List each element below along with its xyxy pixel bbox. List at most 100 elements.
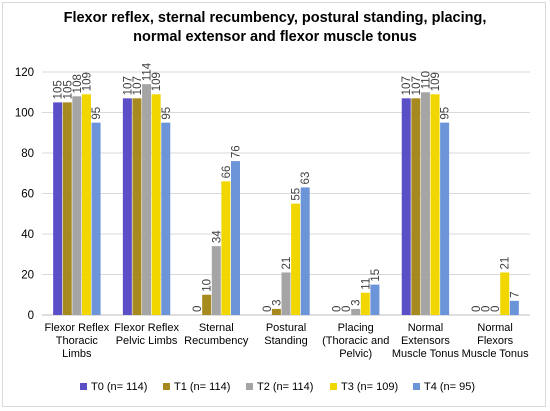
legend-label: T1 (n= 114) [174, 381, 230, 393]
data-label: 0 [332, 306, 344, 312]
y-tick-label: 0 [28, 310, 34, 322]
data-label: 107 [401, 76, 413, 95]
bar-t2-cat-3 [211, 246, 221, 315]
bars [53, 84, 519, 316]
y-axis-ticks: 0 20 40 60 80 100 120 [15, 67, 34, 322]
x-category-label: Normal [408, 322, 443, 334]
bar-t2-cat-2 [142, 84, 152, 316]
data-label: 114 [142, 62, 154, 81]
bar-t3-cat-4 [291, 203, 301, 315]
x-category-label: Standing [264, 335, 307, 347]
bar-t4-cat-7 [509, 300, 519, 315]
bar-t1-cat-2 [132, 98, 142, 315]
chart-frame [2, 2, 546, 407]
bar-t3-cat-6 [430, 94, 440, 316]
bar-t3-cat-7 [500, 272, 510, 315]
legend: T0 (n= 114) T1 (n= 114) T2 (n= 114) T3 (n= … [80, 381, 475, 393]
data-label: 108 [72, 74, 84, 93]
data-label: 15 [370, 269, 382, 282]
bar-t2-cat-5 [351, 308, 361, 315]
bar-t4-cat-6 [440, 122, 450, 315]
bar-t3-cat-2 [151, 94, 161, 316]
y-tick-label: 20 [21, 270, 34, 282]
chart-title: Flexor reflex, sternal recumbency, postu… [64, 10, 487, 45]
bar-t0-cat-2 [122, 98, 132, 315]
bar-t2-cat-1 [72, 96, 82, 315]
y-tick-label: 40 [21, 229, 34, 241]
data-label: 10 [202, 279, 214, 292]
data-label: 7 [509, 291, 521, 297]
x-category-label: Muscle Tonus [462, 348, 530, 360]
legend-label: T2 (n= 114) [257, 381, 313, 393]
x-category-label: Recumbency [184, 335, 249, 347]
x-category-label: Flexors [477, 335, 514, 347]
bar-t3-cat-5 [360, 292, 370, 315]
data-label: 109 [151, 72, 163, 91]
legend-label: T4 (n= 95) [424, 381, 475, 393]
data-label: 55 [291, 188, 303, 201]
legend-swatch-t2 [246, 383, 253, 390]
data-label: 0 [262, 306, 274, 312]
x-category-label: Pelvic) [339, 348, 372, 360]
data-label: 21 [500, 257, 512, 270]
x-category-label: Limbs [62, 348, 92, 360]
data-label: 3 [351, 300, 363, 306]
x-category-label: Placing [338, 322, 374, 334]
bar-t1-cat-4 [271, 308, 281, 315]
data-label: 107 [411, 76, 423, 95]
data-label: 21 [281, 257, 293, 270]
x-category-label: Pelvic Limbs [116, 335, 178, 347]
legend-swatch-t4 [413, 383, 420, 390]
y-tick-label: 80 [21, 148, 34, 160]
x-category-label: Extensors [401, 335, 450, 347]
y-tick-label: 120 [15, 67, 34, 79]
bar-t1-cat-6 [411, 98, 421, 315]
y-tick-label: 60 [21, 189, 34, 201]
x-category-label: Normal [477, 322, 512, 334]
data-label: 0 [471, 306, 483, 312]
data-label: 76 [230, 145, 242, 158]
chart-title-line-1: Flexor reflex, sternal recumbency, postu… [64, 10, 487, 26]
data-label: 95 [440, 107, 452, 120]
legend-swatch-t0 [80, 383, 87, 390]
bar-t4-cat-5 [370, 284, 380, 315]
x-category-label: Muscle Tonus [392, 348, 460, 360]
data-label: 109 [81, 72, 93, 91]
chart-title-line-2: normal extensor and flexor muscle tonus [133, 29, 417, 45]
x-category-label: Sternal [199, 322, 234, 334]
legend-swatch-t1 [163, 383, 170, 390]
data-label: 109 [430, 72, 442, 91]
data-label: 107 [132, 76, 144, 95]
bar-t3-cat-3 [221, 181, 231, 315]
legend-swatch-t3 [330, 383, 337, 390]
bar-t0-cat-1 [53, 102, 63, 315]
x-category-label: Flexor Reflex [114, 322, 179, 334]
data-label: 66 [221, 166, 233, 179]
bar-t3-cat-1 [81, 94, 91, 316]
data-label: 107 [122, 76, 134, 95]
data-label: 95 [91, 107, 103, 120]
bar-t4-cat-1 [91, 122, 101, 315]
x-category-label: Thoracic [56, 335, 99, 347]
data-label: 3 [271, 300, 283, 306]
data-label: 0 [490, 306, 502, 312]
data-label: 95 [161, 107, 173, 120]
bar-t2-cat-4 [281, 272, 291, 315]
bar-t4-cat-4 [300, 187, 310, 315]
legend-label: T0 (n= 114) [91, 381, 147, 393]
x-category-label: Flexor Reflex [44, 322, 109, 334]
legend-label: T3 (n= 109) [341, 381, 398, 393]
data-label: 34 [211, 230, 223, 243]
data-label: 0 [341, 306, 353, 312]
x-category-label: (Thoracic and [322, 335, 389, 347]
data-label: 0 [481, 306, 493, 312]
bar-t1-cat-1 [62, 102, 72, 315]
data-labels: 1051051081099510710711410995010346676032… [53, 62, 522, 312]
data-label: 105 [62, 80, 74, 99]
data-label: 110 [420, 71, 432, 89]
bar-t2-cat-6 [420, 92, 430, 315]
bar-t0-cat-6 [401, 98, 411, 315]
data-label: 0 [192, 306, 204, 312]
